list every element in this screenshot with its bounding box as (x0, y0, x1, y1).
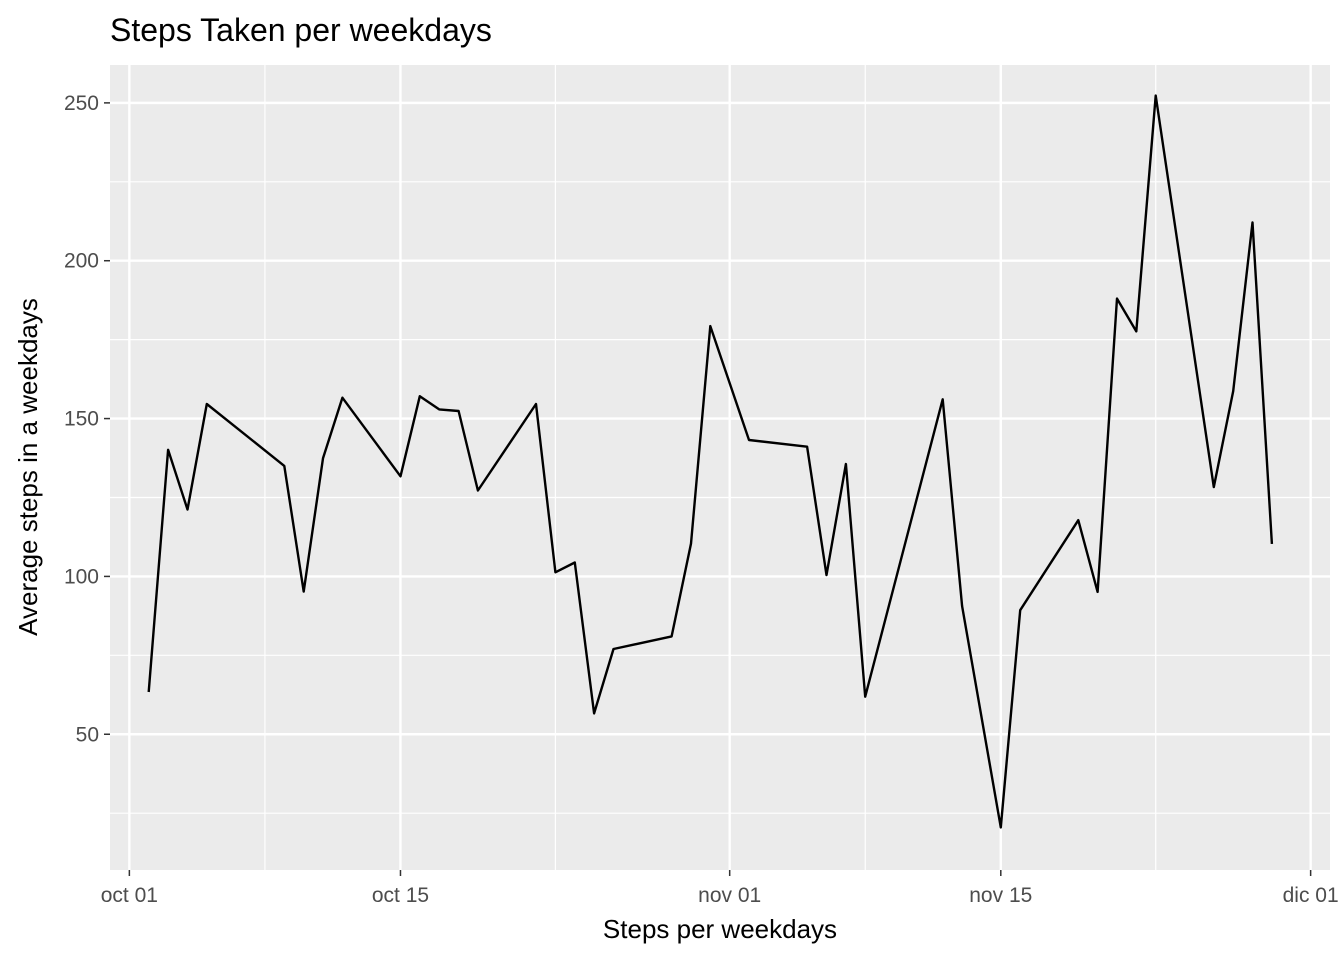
x-axis-title: Steps per weekdays (603, 914, 837, 944)
plot-panel (110, 65, 1330, 870)
y-axis-title: Average steps in a weekdays (13, 298, 43, 636)
chart-title: Steps Taken per weekdays (110, 12, 492, 48)
series-layer (147, 94, 1274, 829)
minor-grid (110, 65, 1330, 870)
x-tick-label: oct 01 (101, 884, 158, 907)
y-tick-label: 50 (76, 723, 99, 746)
y-axis: 50 100 150 200 250 (64, 92, 110, 746)
major-grid (110, 65, 1330, 870)
y-tick-label: 200 (64, 250, 99, 273)
y-tick-label: 150 (64, 408, 99, 431)
x-tick-label: nov 15 (969, 884, 1032, 907)
x-tick-label: oct 15 (372, 884, 429, 907)
y-tick-label: 100 (64, 565, 99, 588)
x-tick-label: nov 01 (698, 884, 761, 907)
x-axis: oct 01 oct 15 nov 01 nov 15 dic 01 (101, 870, 1339, 907)
y-tick-label: 250 (64, 92, 99, 115)
x-tick-label: dic 01 (1283, 884, 1339, 907)
series-line (147, 94, 1274, 829)
